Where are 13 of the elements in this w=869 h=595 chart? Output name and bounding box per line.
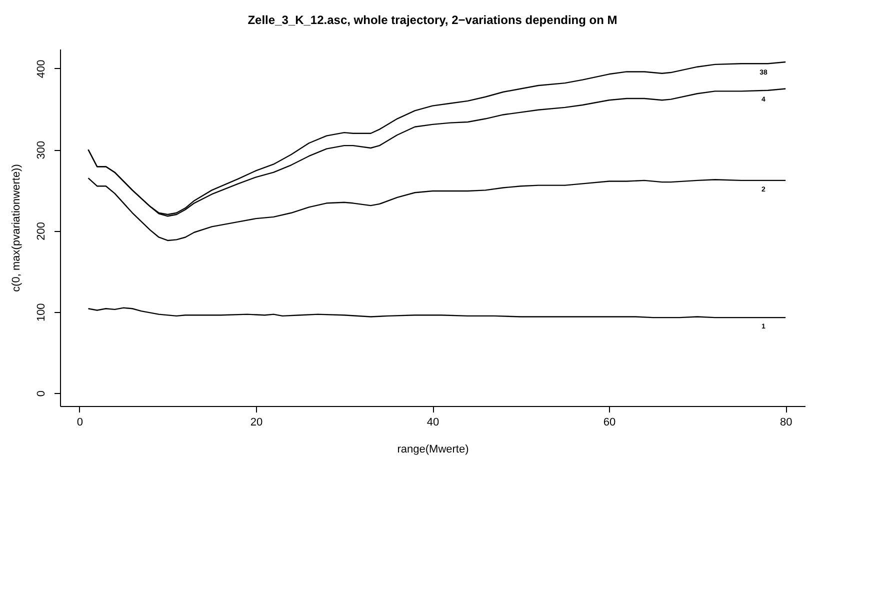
y-axis-title: c(0, max(pvariationwerte)) [10,164,22,292]
x-tick-label: 80 [780,416,792,428]
y-tick-label: 100 [36,303,48,322]
x-tick-label: 0 [76,416,83,428]
y-tick-label: 200 [36,222,48,240]
x-tick-label: 60 [603,416,616,428]
x-axis-title: range(Mwerte) [397,444,469,456]
y-tick-label: 0 [36,390,48,397]
x-tick-label: 40 [426,416,440,428]
y-tick-label: 400 [36,60,48,78]
chart-title: Zelle_3_K_12.asc, whole trajectory, 2−variations depending on M [248,13,618,27]
x-tick-label: 20 [250,416,263,428]
y-tick-label: 300 [36,140,48,160]
